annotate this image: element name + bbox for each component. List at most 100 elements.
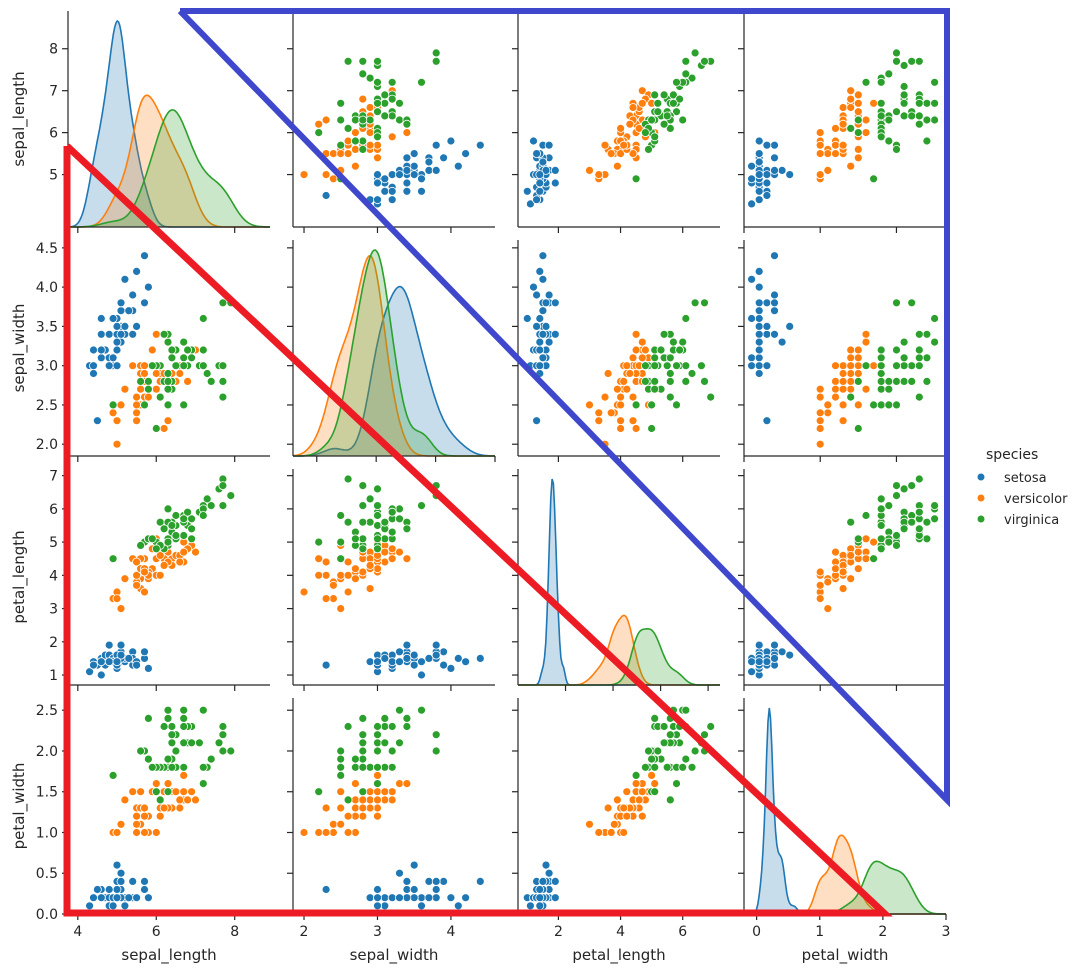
point-setosa-46 [431, 650, 441, 660]
point-versicolor-9 [350, 161, 360, 171]
point-virginica-25 [876, 77, 886, 87]
point-virginica-16 [662, 361, 672, 371]
point-virginica-46 [163, 537, 173, 547]
point-setosa-37 [417, 657, 426, 667]
point-virginica-21 [892, 541, 901, 550]
point-setosa-15 [475, 140, 485, 150]
point-versicolor-36 [853, 547, 863, 557]
point-setosa-13 [747, 361, 756, 371]
point-setosa-23 [544, 868, 554, 878]
point-setosa-45 [762, 178, 772, 188]
y-tick-label: 1 [49, 668, 58, 684]
point-versicolor-49 [838, 376, 848, 386]
point-setosa-34 [754, 353, 764, 363]
point-virginica-21 [644, 746, 653, 756]
point-versicolor-41 [846, 361, 856, 371]
point-versicolor-48 [823, 165, 833, 175]
point-virginica-32 [907, 517, 917, 527]
x-tick-label: 6 [152, 924, 161, 940]
point-versicolor-43 [815, 594, 825, 603]
point-virginica-17 [907, 298, 917, 308]
point-virginica-40 [380, 517, 390, 527]
point-versicolor-17 [350, 828, 360, 837]
point-versicolor-12 [151, 828, 161, 837]
point-versicolor-34 [853, 153, 863, 163]
point-versicolor-3 [132, 416, 142, 426]
point-setosa-48 [538, 306, 548, 316]
point-setosa-46 [431, 893, 441, 903]
x-tick-label: 1 [815, 924, 824, 940]
point-versicolor-13 [365, 795, 375, 805]
point-versicolor-28 [853, 369, 863, 378]
point-versicolor-4 [171, 787, 181, 797]
point-virginica-0 [678, 115, 688, 125]
point-versicolor-29 [600, 140, 610, 150]
y-tick-label: 2.0 [36, 437, 58, 453]
point-virginica-34 [846, 517, 856, 527]
x-tick-label: 4 [73, 924, 82, 940]
point-setosa-47 [754, 345, 764, 355]
point-setosa-16 [770, 290, 779, 300]
point-virginica-46 [884, 400, 894, 410]
point-versicolor-36 [179, 787, 189, 797]
point-setosa-42 [754, 195, 764, 205]
point-setosa-39 [116, 329, 126, 339]
kde-fill-versicolor-petal_length [518, 615, 720, 685]
point-versicolor-8 [838, 103, 848, 112]
point-virginica-29 [373, 779, 382, 788]
point-virginica-29 [198, 779, 208, 788]
x-axis-label-sepal_width: sepal_width [350, 946, 439, 965]
point-virginica-34 [343, 795, 353, 805]
point-virginica-35 [914, 56, 924, 66]
point-virginica-37 [876, 521, 886, 530]
point-virginica-34 [665, 795, 675, 805]
point-versicolor-47 [365, 803, 375, 813]
point-versicolor-39 [336, 570, 346, 580]
point-setosa-18 [762, 140, 772, 150]
point-versicolor-29 [343, 587, 353, 597]
point-setosa-16 [532, 290, 541, 300]
point-setosa-49 [754, 170, 764, 180]
point-virginica-33 [853, 534, 863, 544]
point-virginica-24 [179, 738, 189, 748]
point-virginica-39 [187, 524, 197, 534]
point-virginica-34 [343, 517, 353, 527]
point-setosa-47 [754, 186, 764, 196]
point-virginica-44 [930, 98, 939, 108]
point-setosa-47 [387, 657, 397, 667]
point-virginica-45 [179, 361, 189, 371]
point-versicolor-35 [151, 779, 161, 788]
point-versicolor-27 [869, 361, 878, 371]
point-versicolor-49 [140, 567, 149, 577]
point-setosa-45 [535, 361, 545, 371]
point-virginica-47 [373, 746, 382, 756]
point-setosa-9 [380, 901, 390, 911]
point-setosa-24 [754, 640, 764, 650]
point-setosa-44 [770, 165, 779, 175]
point-virginica-4 [373, 730, 382, 740]
point-setosa-5 [544, 290, 554, 300]
point-versicolor-18 [631, 424, 641, 433]
point-versicolor-31 [606, 828, 616, 837]
point-setosa-39 [538, 329, 548, 339]
y-tick-label: 6 [49, 126, 58, 142]
point-virginica-8 [336, 98, 346, 108]
y-tick-label: 7 [49, 469, 58, 485]
point-virginica-42 [650, 384, 660, 394]
point-virginica-17 [431, 56, 441, 66]
point-virginica-18 [706, 722, 716, 731]
point-setosa-40 [762, 170, 772, 180]
point-virginica-47 [892, 361, 901, 371]
point-virginica-24 [899, 98, 909, 108]
point-virginica-42 [350, 534, 360, 544]
point-versicolor-2 [187, 787, 197, 797]
point-versicolor-33 [350, 779, 360, 788]
point-virginica-31 [226, 491, 236, 501]
point-setosa-38 [373, 893, 382, 903]
point-versicolor-17 [815, 384, 825, 394]
point-setosa-49 [112, 337, 122, 347]
point-virginica-21 [136, 541, 146, 550]
point-setosa-24 [104, 640, 114, 650]
point-setosa-13 [373, 901, 382, 911]
point-versicolor-47 [838, 119, 848, 129]
